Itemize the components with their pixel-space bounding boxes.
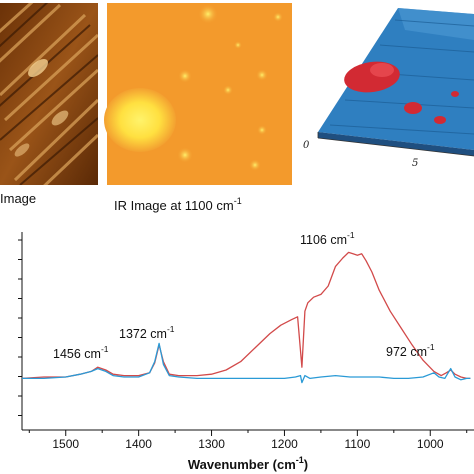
x-axis-title-sup: -1 bbox=[296, 455, 304, 465]
peak-label-1456: 1456 cm-1 bbox=[53, 344, 109, 361]
x-axis-title: Wavenumber (cm-1) bbox=[188, 455, 308, 472]
peak-label-1106-sup: -1 bbox=[347, 230, 355, 240]
spectrum-series bbox=[21, 251, 471, 384]
ir-caption: IR Image at 1100 cm-1 bbox=[114, 196, 242, 213]
ir-image bbox=[104, 3, 292, 185]
peak-label-1456-sup: -1 bbox=[101, 344, 109, 354]
peak-label-1106-main: 1106 cm bbox=[300, 233, 347, 247]
peak-label-1372-sup: -1 bbox=[167, 324, 175, 334]
ir-caption-main: IR Image at 1100 cm bbox=[114, 198, 234, 213]
peak-label-1456-main: 1456 cm bbox=[53, 347, 101, 361]
afm-image bbox=[0, 3, 98, 185]
surface-3d-image bbox=[317, 8, 474, 157]
ir-spectrum-chart: 1500 1400 1300 1200 1100 1000 1456 cm-1 1372 … bbox=[18, 230, 474, 472]
x-axis-title-tail: ) bbox=[304, 457, 308, 472]
peak-label-1106: 1106 cm-1 bbox=[300, 230, 355, 247]
x-axis-title-main: Wavenumber (cm bbox=[188, 457, 296, 472]
y-axis-ticks bbox=[18, 239, 22, 416]
surface-axis-label-5: 5 bbox=[412, 158, 418, 169]
surface-axis-label-0: 0 bbox=[303, 140, 310, 151]
x-tick-label-1500: 1500 bbox=[52, 437, 79, 451]
x-axis-ticks: 1500 1400 1300 1200 1100 1000 bbox=[28, 430, 468, 451]
peak-label-972-main: 972 cm bbox=[386, 345, 427, 359]
series-line-red bbox=[21, 251, 471, 380]
x-tick-label-1100: 1100 bbox=[344, 437, 370, 451]
peak-label-1372-main: 1372 cm bbox=[119, 327, 167, 341]
ir-caption-sup: -1 bbox=[234, 196, 242, 206]
series-line-blue bbox=[22, 342, 471, 384]
x-tick-label-1000: 1000 bbox=[417, 437, 444, 451]
peak-label-1372: 1372 cm-1 bbox=[119, 324, 175, 341]
x-tick-label-1400: 1400 bbox=[125, 437, 152, 451]
peak-label-972: 972 cm-1 bbox=[386, 342, 435, 359]
x-tick-label-1300: 1300 bbox=[198, 437, 225, 451]
peak-label-972-sup: -1 bbox=[427, 342, 435, 352]
afm-caption: Image bbox=[0, 191, 36, 206]
x-tick-label-1200: 1200 bbox=[271, 437, 298, 451]
